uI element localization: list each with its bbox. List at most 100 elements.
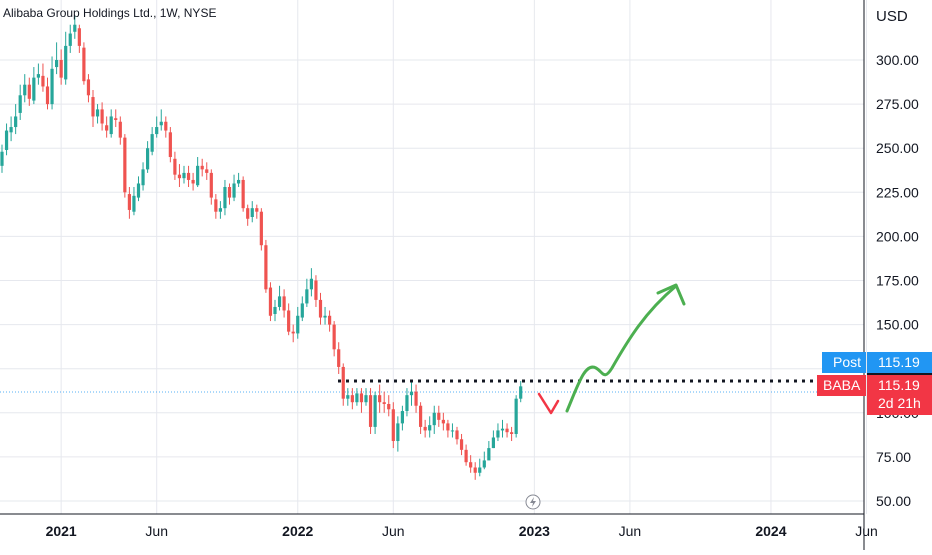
candle[interactable] <box>223 179 227 216</box>
candle[interactable] <box>355 388 359 406</box>
candle[interactable] <box>291 324 295 343</box>
candle[interactable] <box>159 109 163 131</box>
candle[interactable] <box>27 77 31 106</box>
candle[interactable] <box>519 381 523 403</box>
candle[interactable] <box>437 405 441 427</box>
candle[interactable] <box>227 183 232 205</box>
candle[interactable] <box>314 275 318 307</box>
candle[interactable] <box>423 419 427 438</box>
candle[interactable] <box>237 172 241 188</box>
candle[interactable] <box>259 208 263 251</box>
candle[interactable] <box>405 388 409 417</box>
candle[interactable] <box>4 123 9 156</box>
candle[interactable] <box>510 426 514 442</box>
candle[interactable] <box>155 116 159 138</box>
candle[interactable] <box>196 157 200 188</box>
candle[interactable] <box>478 458 482 477</box>
candle[interactable] <box>32 67 36 105</box>
candle[interactable] <box>55 42 59 75</box>
candle[interactable] <box>459 433 464 456</box>
candle[interactable] <box>277 285 282 311</box>
candle[interactable] <box>337 342 341 374</box>
candle[interactable] <box>419 402 423 434</box>
candle[interactable] <box>205 162 209 180</box>
candle[interactable] <box>473 462 477 480</box>
candle[interactable] <box>50 56 54 110</box>
candle[interactable] <box>9 116 13 142</box>
candle[interactable] <box>36 63 40 85</box>
candles[interactable] <box>0 15 523 480</box>
candle[interactable] <box>491 430 495 449</box>
event-lightning-icon[interactable] <box>525 494 541 510</box>
candle[interactable] <box>255 204 259 219</box>
candle[interactable] <box>282 289 286 318</box>
candle[interactable] <box>514 395 518 438</box>
candle[interactable] <box>382 391 386 413</box>
candle[interactable] <box>287 303 291 336</box>
price-axis[interactable]: 50.0075.00100.00125.00150.00175.00200.00… <box>876 52 919 509</box>
candle[interactable] <box>441 412 445 431</box>
candle[interactable] <box>296 306 300 339</box>
candle[interactable] <box>400 405 404 431</box>
candle[interactable] <box>200 158 204 177</box>
candle[interactable] <box>268 282 273 322</box>
candle[interactable] <box>250 201 254 223</box>
candle[interactable] <box>164 116 168 138</box>
candle[interactable] <box>123 134 127 198</box>
candle[interactable] <box>378 384 382 413</box>
candle[interactable] <box>214 194 218 219</box>
candle[interactable] <box>309 268 313 297</box>
candle[interactable] <box>496 423 500 442</box>
green-projection-arrow[interactable] <box>565 284 678 413</box>
candle[interactable] <box>64 31 68 85</box>
candle[interactable] <box>73 15 77 39</box>
candle[interactable] <box>305 278 309 307</box>
candle[interactable] <box>91 89 95 128</box>
candle[interactable] <box>168 127 172 163</box>
candle[interactable] <box>182 165 186 184</box>
candle[interactable] <box>391 402 395 449</box>
candle[interactable] <box>105 116 109 138</box>
candle[interactable] <box>323 306 327 325</box>
candle[interactable] <box>191 172 195 191</box>
candle[interactable] <box>450 423 455 438</box>
candle[interactable] <box>432 405 436 434</box>
candle[interactable] <box>232 174 236 202</box>
candle[interactable] <box>77 24 81 53</box>
candle[interactable] <box>346 388 350 406</box>
candle[interactable] <box>114 109 118 128</box>
candle[interactable] <box>396 416 400 452</box>
candle[interactable] <box>500 419 505 438</box>
candle[interactable] <box>23 74 27 103</box>
candle[interactable] <box>127 187 131 219</box>
candle[interactable] <box>136 176 141 202</box>
candle[interactable] <box>359 388 364 413</box>
candle[interactable] <box>68 24 72 53</box>
candle[interactable] <box>487 441 491 461</box>
candle[interactable] <box>100 102 104 131</box>
candle[interactable] <box>387 395 391 417</box>
candle[interactable] <box>141 162 145 191</box>
candle[interactable] <box>14 104 18 135</box>
candle[interactable] <box>150 127 154 156</box>
candle[interactable] <box>409 381 414 406</box>
red-arrow[interactable] <box>537 392 560 415</box>
candle[interactable] <box>209 169 213 205</box>
candle[interactable] <box>186 165 191 188</box>
candle[interactable] <box>364 388 368 406</box>
candle[interactable] <box>455 426 459 445</box>
candle[interactable] <box>82 42 86 85</box>
candle[interactable] <box>173 151 177 180</box>
candle[interactable] <box>45 77 50 110</box>
candle[interactable] <box>146 141 150 173</box>
candle[interactable] <box>482 451 486 470</box>
candle[interactable] <box>95 104 100 124</box>
candle[interactable] <box>218 201 222 219</box>
candle[interactable] <box>41 63 45 92</box>
candle[interactable] <box>246 204 250 226</box>
candle[interactable] <box>86 74 91 103</box>
candle[interactable] <box>368 388 373 434</box>
candle[interactable] <box>505 423 509 438</box>
